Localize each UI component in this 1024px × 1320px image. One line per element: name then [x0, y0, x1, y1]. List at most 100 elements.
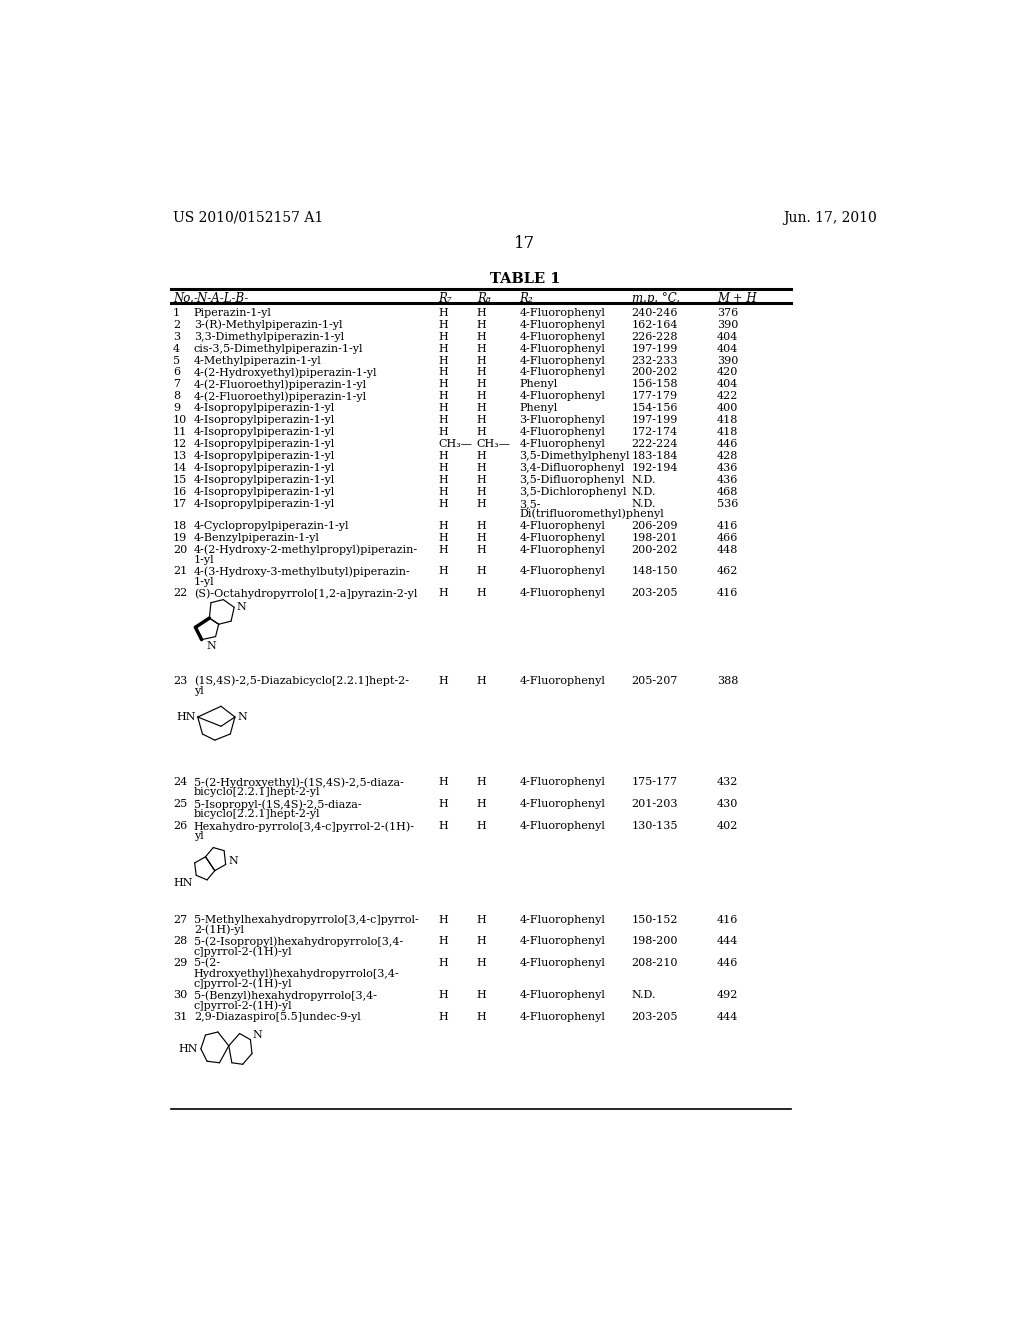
Text: 390: 390	[717, 319, 738, 330]
Text: 4-Fluorophenyl: 4-Fluorophenyl	[519, 799, 605, 809]
Text: 4-(2-Hydroxy-2-methylpropyl)piperazin-: 4-(2-Hydroxy-2-methylpropyl)piperazin-	[194, 545, 418, 556]
Text: No.: No.	[173, 293, 194, 305]
Text: H: H	[477, 463, 486, 473]
Text: 200-202: 200-202	[632, 545, 678, 554]
Text: H: H	[438, 463, 447, 473]
Text: HN: HN	[176, 711, 196, 722]
Text: yl: yl	[194, 686, 204, 696]
Text: 5-(Benzyl)hexahydropyrrolo[3,4-: 5-(Benzyl)hexahydropyrrolo[3,4-	[194, 990, 377, 1001]
Text: H: H	[438, 355, 447, 366]
Text: 436: 436	[717, 463, 738, 473]
Text: 3,5-Dichlorophenyl: 3,5-Dichlorophenyl	[519, 487, 627, 496]
Text: 15: 15	[173, 475, 187, 484]
Text: H: H	[477, 475, 486, 484]
Text: H: H	[438, 499, 447, 508]
Text: 4-Isopropylpiperazin-1-yl: 4-Isopropylpiperazin-1-yl	[194, 404, 335, 413]
Text: 432: 432	[717, 777, 738, 787]
Text: H: H	[477, 566, 486, 577]
Text: H: H	[438, 566, 447, 577]
Text: -N-A-L-B-: -N-A-L-B-	[194, 293, 249, 305]
Text: N: N	[238, 711, 247, 722]
Text: 4-Fluorophenyl: 4-Fluorophenyl	[519, 958, 605, 969]
Text: H: H	[477, 499, 486, 508]
Text: 4-Fluorophenyl: 4-Fluorophenyl	[519, 428, 605, 437]
Text: (S)-Octahydropyrrolo[1,2-a]pyrazin-2-yl: (S)-Octahydropyrrolo[1,2-a]pyrazin-2-yl	[194, 589, 417, 599]
Text: 3,5-: 3,5-	[519, 499, 541, 508]
Text: 30: 30	[173, 990, 187, 1001]
Text: 436: 436	[717, 475, 738, 484]
Text: 162-164: 162-164	[632, 319, 678, 330]
Text: H: H	[438, 533, 447, 543]
Text: 4-Isopropylpiperazin-1-yl: 4-Isopropylpiperazin-1-yl	[194, 428, 335, 437]
Text: (1S,4S)-2,5-Diazabicyclo[2.2.1]hept-2-: (1S,4S)-2,5-Diazabicyclo[2.2.1]hept-2-	[194, 676, 409, 686]
Text: 4-Isopropylpiperazin-1-yl: 4-Isopropylpiperazin-1-yl	[194, 463, 335, 473]
Text: 226-228: 226-228	[632, 331, 678, 342]
Text: 444: 444	[717, 1012, 738, 1022]
Text: c]pyrrol-2-(1H)-yl: c]pyrrol-2-(1H)-yl	[194, 1001, 293, 1011]
Text: H: H	[477, 379, 486, 389]
Text: US 2010/0152157 A1: US 2010/0152157 A1	[173, 211, 324, 224]
Text: 7: 7	[173, 379, 180, 389]
Text: 14: 14	[173, 463, 187, 473]
Text: H: H	[477, 799, 486, 809]
Text: 4-Isopropylpiperazin-1-yl: 4-Isopropylpiperazin-1-yl	[194, 440, 335, 449]
Text: 444: 444	[717, 936, 738, 946]
Text: 420: 420	[717, 367, 738, 378]
Text: 156-158: 156-158	[632, 379, 678, 389]
Text: H: H	[438, 308, 447, 318]
Text: H: H	[438, 821, 447, 832]
Text: H: H	[438, 799, 447, 809]
Text: bicyclo[2.2.1]hept-2-yl: bicyclo[2.2.1]hept-2-yl	[194, 787, 321, 797]
Text: 2-(1H)-yl: 2-(1H)-yl	[194, 924, 244, 935]
Text: H: H	[438, 915, 447, 924]
Text: R₈: R₈	[477, 293, 490, 305]
Text: 3-Fluorophenyl: 3-Fluorophenyl	[519, 416, 605, 425]
Text: 4-Fluorophenyl: 4-Fluorophenyl	[519, 589, 605, 598]
Text: H: H	[438, 343, 447, 354]
Text: 197-199: 197-199	[632, 343, 678, 354]
Text: 130-135: 130-135	[632, 821, 678, 832]
Text: N: N	[228, 857, 238, 866]
Text: 26: 26	[173, 821, 187, 832]
Text: H: H	[477, 533, 486, 543]
Text: 11: 11	[173, 428, 187, 437]
Text: 4-(3-Hydroxy-3-methylbutyl)piperazin-: 4-(3-Hydroxy-3-methylbutyl)piperazin-	[194, 566, 411, 577]
Text: 203-205: 203-205	[632, 1012, 678, 1022]
Text: Piperazin-1-yl: Piperazin-1-yl	[194, 308, 271, 318]
Text: 492: 492	[717, 990, 738, 1001]
Text: 12: 12	[173, 440, 187, 449]
Text: H: H	[477, 308, 486, 318]
Text: H: H	[438, 958, 447, 969]
Text: 4-Fluorophenyl: 4-Fluorophenyl	[519, 777, 605, 787]
Text: N.D.: N.D.	[632, 487, 656, 496]
Text: 175-177: 175-177	[632, 777, 678, 787]
Text: bicyclo[2.2.1]hept-2-yl: bicyclo[2.2.1]hept-2-yl	[194, 809, 321, 818]
Text: H: H	[438, 379, 447, 389]
Text: 203-205: 203-205	[632, 589, 678, 598]
Text: 446: 446	[717, 958, 738, 969]
Text: 3,5-Difluorophenyl: 3,5-Difluorophenyl	[519, 475, 625, 484]
Text: 154-156: 154-156	[632, 404, 678, 413]
Text: 17: 17	[173, 499, 187, 508]
Text: 27: 27	[173, 915, 187, 924]
Text: H: H	[477, 545, 486, 554]
Text: 2,9-Diazaspiro[5.5]undec-9-yl: 2,9-Diazaspiro[5.5]undec-9-yl	[194, 1012, 360, 1022]
Text: 3,5-Dimethylphenyl: 3,5-Dimethylphenyl	[519, 451, 630, 461]
Text: N: N	[237, 602, 246, 612]
Text: 418: 418	[717, 428, 738, 437]
Text: 446: 446	[717, 440, 738, 449]
Text: H: H	[477, 936, 486, 946]
Text: 205-207: 205-207	[632, 676, 678, 686]
Text: H: H	[477, 355, 486, 366]
Text: 4-(2-Fluoroethyl)piperazin-1-yl: 4-(2-Fluoroethyl)piperazin-1-yl	[194, 391, 367, 401]
Text: 5-(2-: 5-(2-	[194, 958, 220, 969]
Text: 5-(2-Isopropyl)hexahydropyrrolo[3,4-: 5-(2-Isopropyl)hexahydropyrrolo[3,4-	[194, 936, 403, 946]
Text: HN: HN	[178, 1044, 198, 1053]
Text: TABLE 1: TABLE 1	[489, 272, 560, 286]
Text: 9: 9	[173, 404, 180, 413]
Text: 4-(2-Hydroxyethyl)piperazin-1-yl: 4-(2-Hydroxyethyl)piperazin-1-yl	[194, 367, 378, 378]
Text: 3: 3	[173, 331, 180, 342]
Text: 6: 6	[173, 367, 180, 378]
Text: 428: 428	[717, 451, 738, 461]
Text: H: H	[477, 404, 486, 413]
